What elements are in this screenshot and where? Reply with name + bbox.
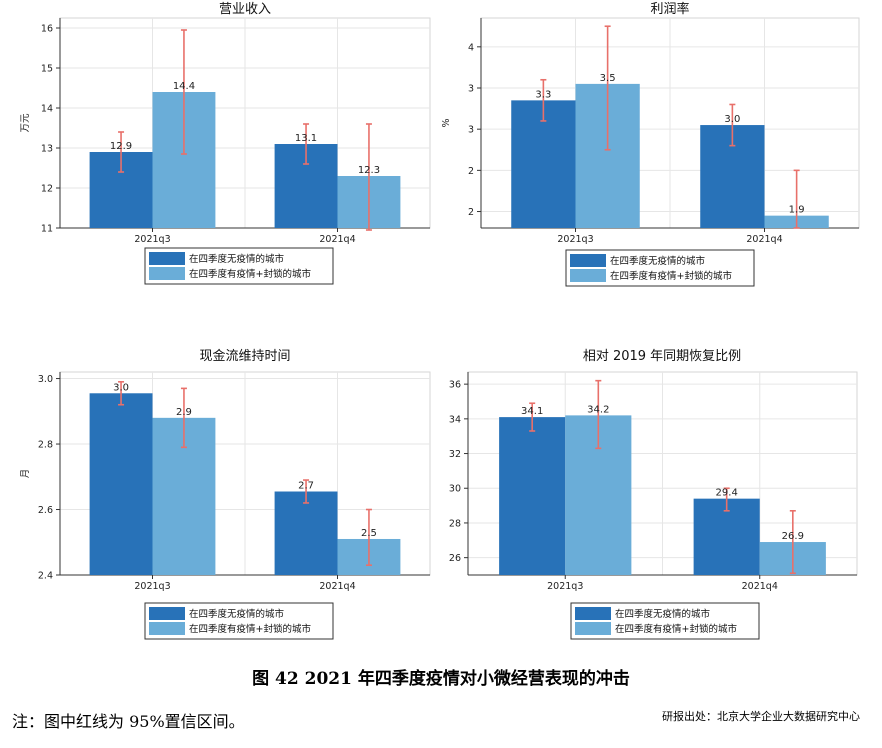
figure-caption: 图 42 2021 年四季度疫情对小微经营表现的冲击 [252, 669, 630, 689]
y-tick-label: 14 [41, 104, 53, 115]
chart-recovery-ratio: 相对 2019 年同期恢复比例%26283032343634.134.22021… [449, 349, 858, 640]
y-tick-label: 11 [41, 224, 53, 235]
data-label: 13.1 [295, 133, 317, 144]
y-tick-label: 15 [41, 64, 53, 75]
legend-swatch [149, 252, 185, 265]
y-tick-label: 2.4 [38, 571, 53, 582]
y-tick-label: 36 [449, 380, 461, 391]
y-tick-label: 34 [449, 414, 461, 425]
x-tick-label: 2021q4 [319, 234, 355, 245]
source-credit: 研报出处：北京大学企业大数据研究中心 [662, 710, 860, 723]
data-label: 3.3 [535, 89, 551, 100]
legend-label: 在四季度无疫情的城市 [189, 608, 285, 620]
data-label: 3.5 [600, 73, 616, 84]
chart-title: 现金流维持时间 [199, 348, 290, 364]
chart-panel-cashflow: 现金流维持时间月 2.4 2.6 2.8 3.0 3.0 2.9 2021q3 2.7 2.5 20… [0, 340, 441, 640]
chart-title: 利润率 [650, 1, 689, 17]
chart-panel-profit-margin: 利润率% 2 2 3 3 4 3.3 3.5 2021q3 3.0 1.9 2021q4 在四季度无疫情… [441, 0, 882, 300]
x-tick-label: 2021q3 [557, 234, 593, 245]
data-label: 2.9 [176, 407, 192, 418]
chart-panel-recovery: 相对 2019 年同期恢复比例%26283032343634.134.22021… [441, 340, 882, 640]
legend-swatch [149, 267, 185, 280]
y-tick-label: 13 [41, 144, 53, 155]
data-label: 34.2 [587, 404, 609, 415]
x-tick-label: 2021q4 [746, 234, 782, 245]
legend-label: 在四季度有疫情+封锁的城市 [615, 623, 737, 635]
legend-label: 在四季度有疫情+封锁的城市 [189, 623, 311, 635]
x-tick-label: 2021q4 [742, 581, 778, 592]
data-label: 2.7 [298, 481, 314, 492]
y-tick-label: 2.6 [38, 505, 53, 516]
y-tick-label: 3.0 [38, 374, 53, 385]
x-tick-label: 2021q4 [319, 581, 355, 592]
data-label: 12.9 [110, 141, 132, 152]
y-tick-label: 2 [468, 207, 474, 218]
bar [499, 417, 566, 575]
data-label: 3.0 [724, 114, 740, 125]
chart-panel-revenue: 营业收入万元 11 12 13 14 15 16 12.9 14.4 2021q3 13.1 12.3… [0, 0, 441, 300]
y-axis-label: % [441, 118, 452, 127]
y-axis-label: 万元 [20, 113, 31, 133]
data-label: 26.9 [782, 531, 804, 542]
bar [274, 491, 338, 575]
legend-label: 在四季度有疫情+封锁的城市 [610, 270, 732, 282]
x-tick-label: 2021q3 [547, 581, 583, 592]
legend-swatch [575, 607, 611, 620]
y-tick-label: 3 [468, 84, 474, 95]
legend-label: 在四季度无疫情的城市 [610, 255, 706, 267]
chart-profit-margin: 利润率% 2 2 3 3 4 3.3 3.5 2021q3 3.0 1.9 2021q4 在四季度无疫情… [441, 1, 860, 287]
data-label: 3.0 [113, 382, 129, 393]
chart-title: 相对 2019 年同期恢复比例 [583, 349, 741, 364]
y-tick-label: 3 [468, 125, 474, 136]
bar [89, 393, 153, 575]
legend-label: 在四季度无疫情的城市 [189, 253, 285, 265]
legend-swatch [149, 622, 185, 635]
data-label: 34.1 [521, 406, 543, 417]
footnote: 注：图中红线为 95%置信区间。 [12, 712, 245, 731]
x-tick-label: 2021q3 [134, 234, 170, 245]
data-label: 12.3 [358, 165, 380, 176]
y-tick-label: 16 [41, 24, 53, 35]
y-tick-label: 28 [449, 518, 461, 529]
y-tick-label: 4 [468, 42, 474, 53]
legend-swatch [575, 622, 611, 635]
y-tick-label: 26 [449, 553, 461, 564]
y-axis-label: 月 [20, 469, 31, 479]
chart-title: 营业收入 [219, 2, 271, 17]
y-tick-label: 30 [449, 484, 461, 495]
y-tick-label: 12 [41, 184, 53, 195]
legend-label: 在四季度有疫情+封锁的城市 [189, 268, 311, 280]
legend-label: 在四季度无疫情的城市 [615, 608, 711, 620]
y-tick-label: 2 [468, 166, 474, 177]
legend-swatch [570, 254, 606, 267]
data-label: 1.9 [789, 205, 805, 216]
x-tick-label: 2021q3 [134, 581, 170, 592]
data-label: 14.4 [173, 81, 195, 92]
y-tick-label: 32 [449, 449, 461, 460]
legend-swatch [570, 269, 606, 282]
legend-swatch [149, 607, 185, 620]
data-label: 2.5 [361, 528, 377, 539]
y-tick-label: 2.8 [38, 440, 53, 451]
data-label: 29.4 [716, 488, 738, 499]
